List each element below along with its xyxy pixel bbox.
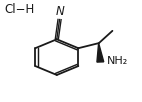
Polygon shape — [97, 43, 104, 62]
Text: Cl−H: Cl−H — [4, 3, 35, 16]
Text: N: N — [56, 5, 65, 18]
Text: NH₂: NH₂ — [107, 56, 128, 66]
